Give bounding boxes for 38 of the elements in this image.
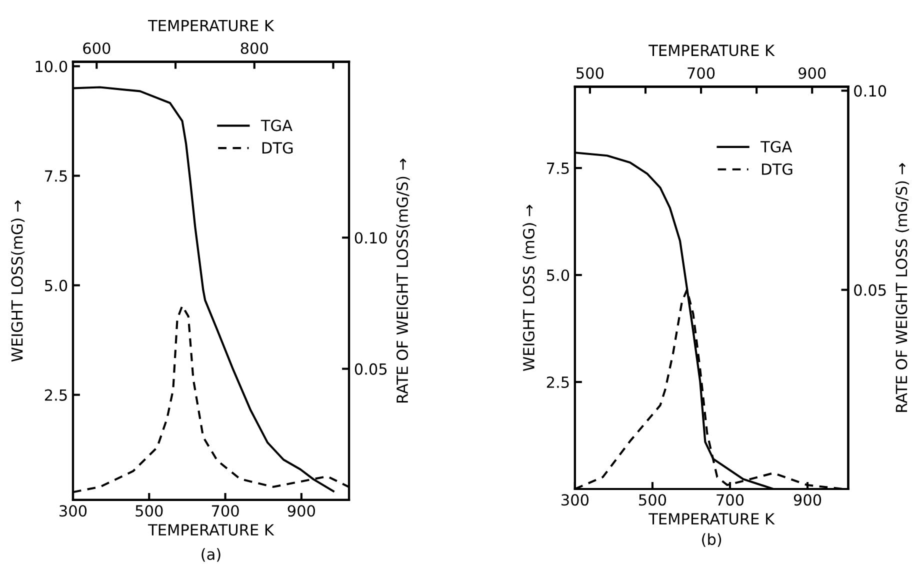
- x-tick-label: 500: [136, 505, 163, 517]
- x-tick-label: 300: [60, 505, 87, 517]
- legend-label: TGA: [760, 140, 792, 153]
- y-tick-label: 2.5: [546, 376, 569, 388]
- legend-label: TGA: [260, 120, 292, 132]
- x2-axis-title: TEMPERATURE K: [148, 20, 274, 32]
- x2-axis-title: TEMPERATURE K: [648, 44, 775, 56]
- y-tick-label: 5.0: [546, 269, 570, 282]
- x-tick-label: 700: [212, 505, 239, 517]
- y2-axis-title: RATE OF WEIGHT LOSS(mG/S) →: [396, 158, 410, 402]
- y2-tick-label: 0.05: [854, 284, 886, 296]
- x2-tick-label: 800: [240, 42, 268, 54]
- y-axis-title: WEIGHT LOSS(mG) →: [11, 200, 25, 362]
- y-axis-title: WEIGHT LOSS (mG) →: [522, 204, 536, 371]
- y2-axis-title: RATE OF WEIGHT LOSS (mG/S) →: [895, 163, 910, 412]
- x-axis-title: TEMPERATURE K: [148, 524, 274, 536]
- y-tick-label: 2.5: [44, 389, 67, 401]
- x2-tick-label: 600: [83, 42, 110, 54]
- y2-tick-label: 0.05: [354, 363, 387, 375]
- x-tick-label: 700: [716, 494, 744, 506]
- legend-label: DTG: [262, 142, 293, 154]
- legend-label: DTG: [762, 163, 792, 175]
- y-tick-label: 10.0: [36, 60, 68, 72]
- y2-tick-label: 0.10: [354, 232, 387, 244]
- x2-tick-label: 700: [688, 67, 715, 79]
- x-tick-label: 300: [562, 494, 589, 506]
- text: (b): [702, 533, 722, 547]
- x-tick-label: 900: [794, 494, 822, 506]
- x2-tick-label: 900: [798, 67, 826, 79]
- x-tick-label: 900: [288, 505, 315, 517]
- x-tick-label: 500: [639, 494, 666, 506]
- y-tick-label: 5.0: [45, 280, 68, 292]
- y-tick-label: 7.5: [547, 162, 569, 174]
- text: (a): [202, 548, 220, 562]
- x2-tick-label: 500: [576, 67, 604, 79]
- y2-tick-label: 0.10: [854, 85, 886, 97]
- y-tick-label: 7.5: [45, 170, 67, 182]
- x-axis-title: TEMPERATURE K: [648, 513, 775, 525]
